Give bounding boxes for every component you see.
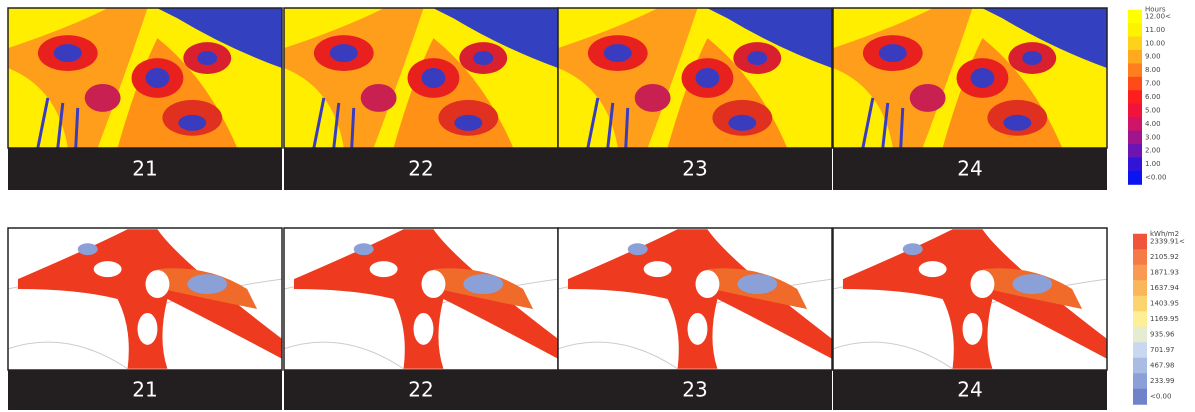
legend-swatch [1128, 63, 1142, 77]
legend-swatch [1133, 327, 1147, 343]
legend-swatch [1128, 157, 1142, 171]
legend-swatch [1128, 10, 1142, 24]
panel-label: 23 [682, 378, 707, 402]
panel-label: 22 [408, 157, 433, 181]
legend-swatch [1128, 117, 1142, 131]
simulation-image [558, 229, 832, 368]
legend-label: <0.00 [1150, 393, 1171, 401]
panel-label: 24 [957, 157, 982, 181]
legend-label: 6.00 [1145, 93, 1161, 101]
legend-swatch [1133, 358, 1147, 374]
legend-label: 467.98 [1150, 362, 1175, 370]
legend-label: 8.00 [1145, 66, 1161, 74]
legend-label: 10.00 [1145, 39, 1165, 47]
legend-label: 5.00 [1145, 106, 1161, 114]
legend-label: 4.00 [1145, 120, 1161, 128]
legend-swatch [1128, 50, 1142, 64]
legend-label: 1637.94 [1150, 284, 1179, 292]
legend-swatch [1133, 234, 1147, 250]
legend-swatch [1133, 296, 1147, 312]
legend-swatch [1133, 265, 1147, 281]
legend-label: 11.00 [1145, 26, 1165, 34]
simulation-image [833, 229, 1107, 368]
legend-label: 2105.92 [1150, 253, 1179, 261]
legend-label: 1169.95 [1150, 315, 1179, 323]
legend-label: 701.97 [1150, 346, 1175, 354]
legend-swatch [1133, 280, 1147, 296]
legend-label: 2339.91< [1150, 238, 1185, 246]
legend-swatch [1133, 249, 1147, 265]
panel-label: 22 [408, 378, 433, 402]
legends: Hours12.00<11.0010.009.008.007.006.005.0… [1128, 6, 1185, 405]
simulation-image [284, 8, 558, 147]
legend-label: 1.00 [1145, 160, 1161, 168]
legend-swatch [1128, 37, 1142, 51]
legend-label: <0.00 [1145, 174, 1166, 182]
legend-label: 935.96 [1150, 331, 1175, 339]
legend-label: 233.99 [1150, 377, 1175, 385]
legend-swatch [1128, 23, 1142, 37]
legend-swatch [1133, 389, 1147, 405]
simulation-image [558, 8, 832, 147]
simulation-image [8, 229, 282, 368]
legend-swatch [1128, 171, 1142, 185]
legend-swatch [1128, 77, 1142, 91]
panel-label: 21 [132, 157, 157, 181]
legend-swatch [1128, 90, 1142, 104]
simulation-image [8, 8, 282, 147]
legend-swatch [1128, 144, 1142, 158]
legend-label: 7.00 [1145, 80, 1161, 88]
legend-swatch [1133, 342, 1147, 358]
simulation-image [833, 8, 1107, 147]
legend-label: 2.00 [1145, 147, 1161, 155]
legend-swatch [1128, 131, 1142, 145]
panel-label: 23 [682, 157, 707, 181]
panel-label: 21 [132, 378, 157, 402]
legend-swatch [1133, 373, 1147, 389]
legend-label: 1871.93 [1150, 269, 1179, 277]
legend-label: 12.00< [1145, 12, 1171, 20]
panel-label: 24 [957, 378, 982, 402]
legend-swatch [1133, 311, 1147, 327]
legend-swatch [1128, 104, 1142, 118]
legend-label: 3.00 [1145, 133, 1161, 141]
simulation-image [284, 229, 558, 368]
legend-label: 1403.95 [1150, 300, 1179, 308]
figure: 2122232421222324 Hours12.00<11.0010.009.… [0, 0, 1195, 412]
panels: 21 22 23 24 21 22 23 24 [8, 8, 1107, 410]
legend-label: 9.00 [1145, 53, 1161, 61]
